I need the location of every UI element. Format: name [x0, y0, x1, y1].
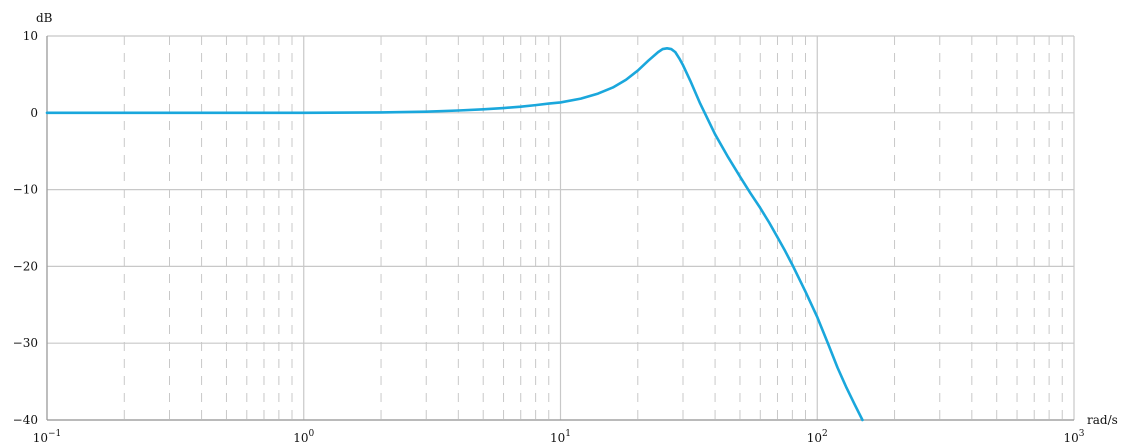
y-tick-label: 10 — [23, 29, 38, 43]
x-tick-label: 102 — [807, 429, 828, 445]
x-tick-base: 10 — [1063, 431, 1078, 445]
y-tick-label: −10 — [13, 183, 38, 197]
y-tick-label: −40 — [13, 413, 38, 427]
x-tick-base: 10 — [550, 431, 565, 445]
x-tick-exponent: 1 — [565, 429, 571, 439]
x-tick-exponent: 3 — [1079, 429, 1085, 439]
x-tick-label: 103 — [1063, 429, 1084, 445]
y-axis-unit-label: dB — [36, 11, 53, 25]
x-tick-label: 100 — [293, 429, 314, 445]
y-tick-label: −30 — [13, 336, 38, 350]
x-tick-base: 10 — [33, 431, 48, 445]
x-tick-label: 101 — [550, 429, 571, 445]
y-tick-label: 0 — [30, 106, 38, 120]
axis-layer — [46, 36, 1074, 421]
series-layer — [45, 46, 864, 422]
x-tick-label: 10−1 — [33, 429, 62, 445]
x-axis-unit-label: rad/s — [1087, 413, 1118, 427]
x-tick-base: 10 — [807, 431, 822, 445]
y-tick-label: −20 — [13, 259, 38, 273]
x-tick-exponent: 2 — [822, 429, 828, 439]
grid-layer — [46, 35, 1075, 421]
x-tick-exponent: 0 — [309, 429, 315, 439]
x-tick-exponent: −1 — [48, 429, 61, 439]
series-line-0 — [45, 46, 864, 422]
x-tick-base: 10 — [293, 431, 308, 445]
